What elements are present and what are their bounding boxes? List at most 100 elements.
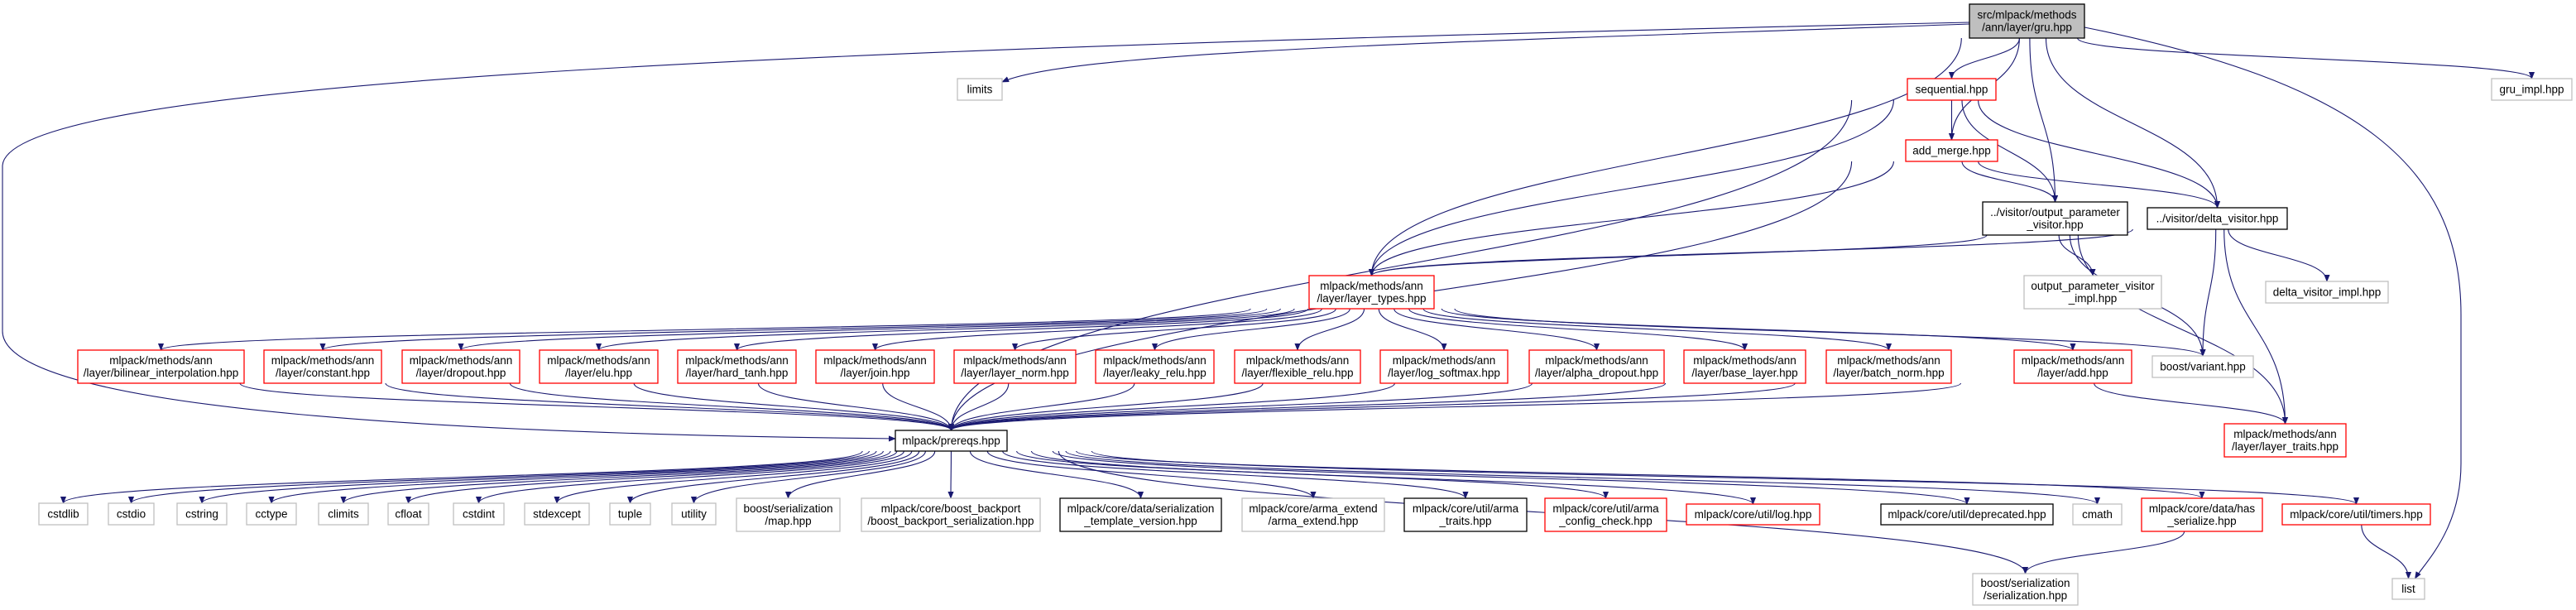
node-label: sequential.hpp xyxy=(1916,84,1988,96)
node-flexible_relu[interactable]: mlpack/methods/ann/layer/flexible_relu.h… xyxy=(1234,349,1361,384)
node-elu[interactable]: mlpack/methods/ann/layer/elu.hpp xyxy=(539,349,659,384)
node-cstdlib[interactable]: cstdlib xyxy=(38,502,89,526)
node-sequential[interactable]: sequential.hpp xyxy=(1907,78,1997,101)
node-add[interactable]: mlpack/methods/ann/layer/add.hpp xyxy=(2013,349,2132,384)
edge-prereqs-to-timers xyxy=(1091,450,2359,505)
node-ser_map[interactable]: boost/serialization/map.hpp xyxy=(736,497,841,532)
edge-gru-to-layer_types xyxy=(1368,37,1962,276)
node-base_layer[interactable]: mlpack/methods/ann/layer/base_layer.hpp xyxy=(1683,349,1806,384)
edge-dv-to-variant xyxy=(2199,228,2217,357)
node-label: /layer/constant.hpp xyxy=(276,367,370,379)
node-box xyxy=(953,349,1077,384)
node-prereqs[interactable]: mlpack/prereqs.hpp xyxy=(895,430,1008,452)
node-variant[interactable]: boost/variant.hpp xyxy=(2151,355,2254,378)
edge-elu-to-prereqs xyxy=(633,382,954,431)
node-gru_impl[interactable]: gru_impl.hpp xyxy=(2491,78,2573,101)
node-ser_tv[interactable]: mlpack/core/data/serialization_template_… xyxy=(1059,497,1222,532)
node-cfloat[interactable]: cfloat xyxy=(387,502,429,526)
node-label: /arma_extend.hpp xyxy=(1269,515,1359,527)
node-opv_impl[interactable]: output_parameter_visitor_impl.hpp xyxy=(2023,275,2162,310)
node-log_softmax[interactable]: mlpack/methods/ann/layer/log_softmax.hpp xyxy=(1379,349,1509,384)
edge-sequential-to-layer_types xyxy=(1368,99,1894,276)
node-stdexcept[interactable]: stdexcept xyxy=(524,502,590,526)
node-label: /layer/batch_norm.hpp xyxy=(1833,367,1944,379)
node-limits[interactable]: limits xyxy=(957,78,1003,101)
node-arma_traits[interactable]: mlpack/core/util/arma_traits.hpp xyxy=(1403,497,1528,532)
node-label: climits xyxy=(328,508,359,521)
node-add_merge[interactable]: add_merge.hpp xyxy=(1905,139,1998,162)
node-join[interactable]: mlpack/methods/ann/layer/join.hpp xyxy=(815,349,935,384)
edge-bilinear-to-prereqs xyxy=(239,382,954,431)
node-label: mlpack/methods/ann xyxy=(823,354,927,367)
edge-gru-to-prereqs xyxy=(2,22,1970,442)
node-tuple[interactable]: tuple xyxy=(609,502,651,526)
edge-prereqs-to-climits xyxy=(340,450,891,504)
edge-timers-to-list xyxy=(2361,524,2412,579)
node-label: gru_impl.hpp xyxy=(2499,84,2564,96)
node-label: _config_check.hpp xyxy=(1558,515,1653,527)
edge-layer_types-to-elu xyxy=(596,308,1295,351)
node-label: mlpack/core/util/arma xyxy=(1552,502,1659,515)
node-label: mlpack/methods/ann xyxy=(410,354,513,367)
node-climits[interactable]: climits xyxy=(318,502,369,526)
node-dv_impl[interactable]: delta_visitor_impl.hpp xyxy=(2265,281,2389,304)
node-constant[interactable]: mlpack/methods/ann/layer/constant.hpp xyxy=(263,349,382,384)
node-backport[interactable]: mlpack/core/boost_backport/boost_backpor… xyxy=(861,497,1041,532)
node-arma_cc[interactable]: mlpack/core/util/arma_config_check.hpp xyxy=(1544,497,1667,532)
node-cstdio[interactable]: cstdio xyxy=(108,502,155,526)
node-box xyxy=(108,502,155,526)
node-box xyxy=(671,502,717,526)
edge-layer_types-to-leaky_relu xyxy=(1151,308,1350,351)
node-cctype[interactable]: cctype xyxy=(246,502,297,526)
node-layer_norm[interactable]: mlpack/methods/ann/layer/layer_norm.hpp xyxy=(953,349,1077,384)
node-box xyxy=(246,502,297,526)
node-cstdint[interactable]: cstdint xyxy=(453,502,505,526)
edge-prereqs-to-tuple xyxy=(626,450,920,504)
edge-alpha_dropout-to-prereqs xyxy=(948,382,1533,431)
node-box xyxy=(1880,503,2054,526)
node-box xyxy=(2023,275,2162,310)
node-dv[interactable]: ../visitor/delta_visitor.hpp xyxy=(2147,207,2288,230)
node-hard_tanh[interactable]: mlpack/methods/ann/layer/hard_tanh.hpp xyxy=(677,349,797,384)
node-log[interactable]: mlpack/core/util/log.hpp xyxy=(1686,503,1820,526)
node-label: ../visitor/output_parameter xyxy=(1990,206,2120,219)
node-box xyxy=(453,502,505,526)
edge-prereqs-to-ser_ser xyxy=(1058,450,2028,574)
node-bilinear[interactable]: mlpack/methods/ann/layer/bilinear_interp… xyxy=(77,349,245,384)
node-label: mlpack/methods/ann xyxy=(109,354,213,367)
edge-dv-to-layer_traits xyxy=(2223,228,2289,425)
node-label: tuple xyxy=(618,508,642,521)
node-dropout[interactable]: mlpack/methods/ann/layer/dropout.hpp xyxy=(401,349,520,384)
node-batch_norm[interactable]: mlpack/methods/ann/layer/batch_norm.hpp xyxy=(1825,349,1952,384)
node-label: mlpack/methods/ann xyxy=(1693,354,1796,367)
edge-base_layer-to-prereqs xyxy=(948,382,1667,431)
node-utility[interactable]: utility xyxy=(671,502,717,526)
node-alpha_dropout[interactable]: mlpack/methods/ann/layer/alpha_dropout.h… xyxy=(1528,349,1665,384)
node-layer_types[interactable]: mlpack/methods/ann/layer/layer_types.hpp xyxy=(1308,275,1435,310)
node-box xyxy=(1825,349,1952,384)
node-leaky_relu[interactable]: mlpack/methods/ann/layer/leaky_relu.hpp xyxy=(1095,349,1215,384)
node-box xyxy=(1059,497,1222,532)
node-label: /layer/dropout.hpp xyxy=(416,367,506,379)
node-deprecated[interactable]: mlpack/core/util/deprecated.hpp xyxy=(1880,503,2054,526)
node-gru[interactable]: src/mlpack/methods/ann/layer/gru.hpp xyxy=(1969,3,2085,39)
node-box xyxy=(176,502,228,526)
node-has_ser[interactable]: mlpack/core/data/has_serialize.hpp xyxy=(2141,497,2263,532)
edge-sequential-to-dv xyxy=(1978,99,2221,209)
node-timers[interactable]: mlpack/core/util/timers.hpp xyxy=(2281,503,2431,526)
node-label: mlpack/methods/ann xyxy=(1837,354,1940,367)
node-label: limits xyxy=(967,84,993,96)
node-cmath[interactable]: cmath xyxy=(2072,503,2123,526)
node-label: mlpack/methods/ann xyxy=(2233,428,2337,440)
node-cstring[interactable]: cstring xyxy=(176,502,228,526)
node-layer_traits[interactable]: mlpack/methods/ann/layer/layer_traits.hp… xyxy=(2223,423,2347,458)
node-box xyxy=(861,497,1041,532)
node-opv[interactable]: ../visitor/output_parameter_visitor.hpp xyxy=(1982,201,2128,236)
node-arma_extend[interactable]: mlpack/core/arma_extend/arma_extend.hpp xyxy=(1241,497,1385,532)
node-ser_ser[interactable]: boost/serialization/serialization.hpp xyxy=(1972,573,2079,606)
node-label: mlpack/methods/ann xyxy=(547,354,650,367)
node-list[interactable]: list xyxy=(2391,578,2425,600)
node-box xyxy=(318,502,369,526)
node-box xyxy=(736,497,841,532)
node-label: delta_visitor_impl.hpp xyxy=(2273,286,2382,299)
